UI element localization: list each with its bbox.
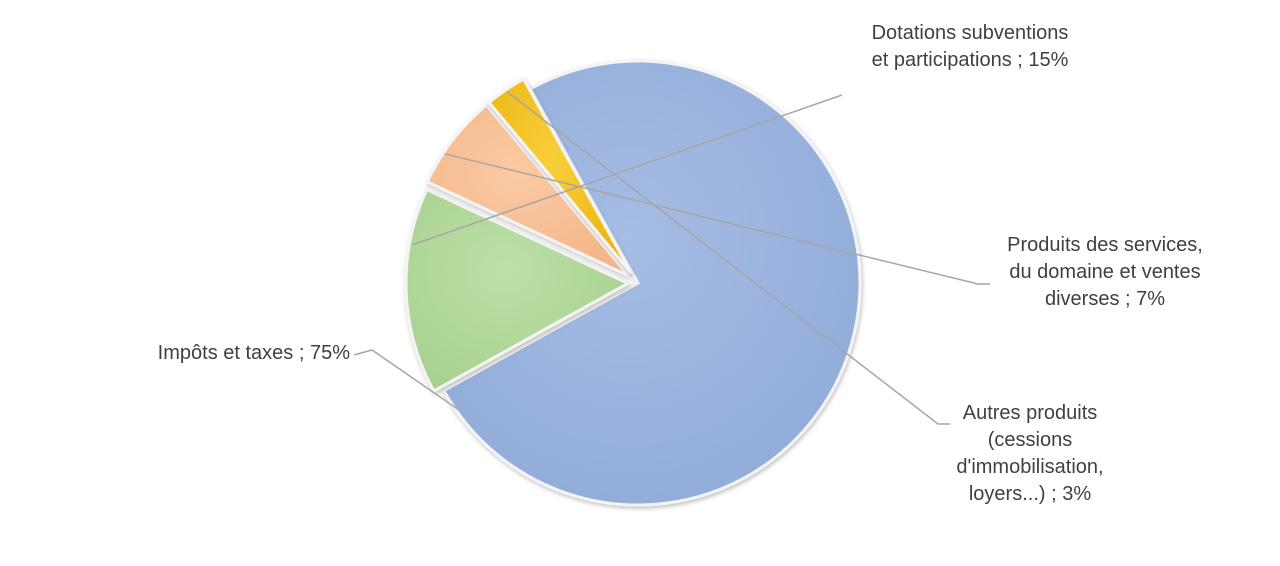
leader-line-impots-et-taxes — [353, 349, 459, 410]
leader-line-produits-des-services — [445, 153, 990, 285]
slice-autres-produits — [487, 76, 633, 275]
leader-line-dotations-subventions — [411, 94, 843, 246]
data-label-autres-produits: Autres produits (cessions d'immobilisati… — [956, 402, 1104, 505]
slice-impots-et-taxes — [441, 59, 862, 507]
data-label-produits-des-services: Produits des services, du domaine et ven… — [1007, 234, 1203, 310]
data-label-impots-et-taxes: Impôts et taxes ; 75% — [157, 342, 350, 364]
data-label-dotations-subventions: Dotations subventions et participations … — [871, 22, 1069, 71]
slice-produits-des-services — [425, 103, 630, 278]
slice-dotations-subventions — [404, 187, 632, 394]
leader-line-autres-produits — [506, 90, 950, 425]
